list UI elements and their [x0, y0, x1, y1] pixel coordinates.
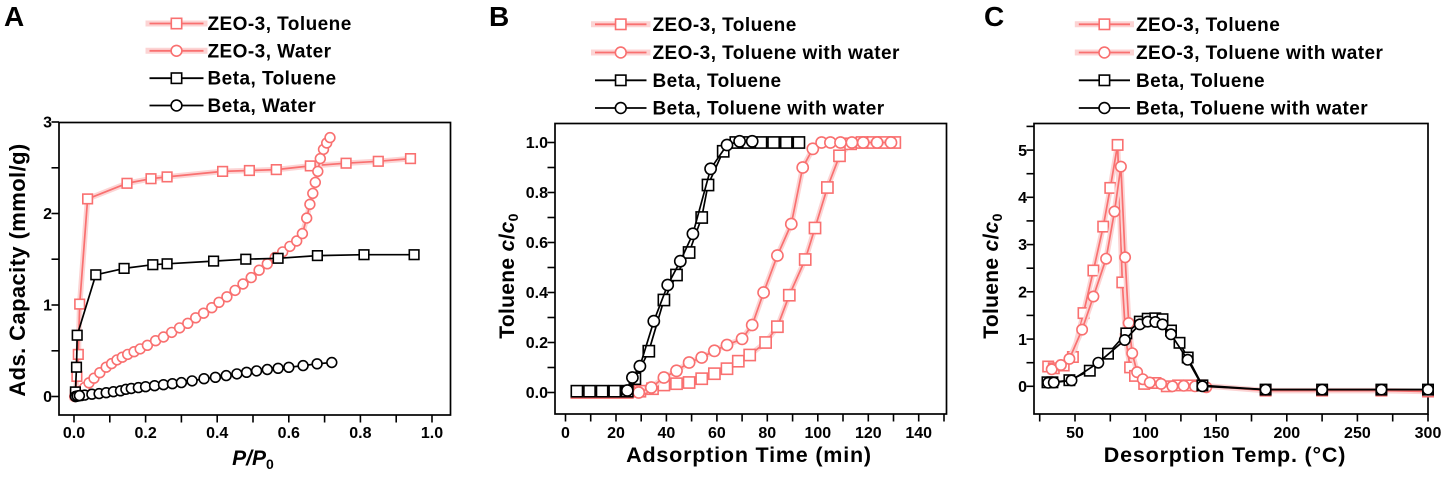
svg-text:2: 2	[1018, 285, 1027, 302]
svg-text:4: 4	[1018, 190, 1027, 207]
svg-text:Ads. Capacity (mmol/g): Ads. Capacity (mmol/g)	[5, 143, 30, 396]
svg-text:A: A	[4, 1, 24, 32]
svg-text:0.6: 0.6	[278, 425, 300, 442]
svg-text:250: 250	[1344, 425, 1371, 442]
svg-text:200: 200	[1273, 425, 1300, 442]
svg-text:Beta, Toluene with water: Beta, Toluene with water	[1136, 99, 1368, 120]
svg-text:60: 60	[708, 425, 726, 442]
svg-text:1: 1	[43, 298, 52, 315]
svg-text:Beta, Toluene with water: Beta, Toluene with water	[653, 99, 885, 120]
svg-text:3: 3	[43, 115, 52, 132]
svg-text:300: 300	[1415, 425, 1442, 442]
svg-text:140: 140	[905, 425, 932, 442]
svg-text:0.4: 0.4	[526, 285, 548, 302]
svg-text:Beta, Toluene: Beta, Toluene	[1136, 71, 1265, 92]
svg-text:0: 0	[561, 425, 570, 442]
svg-text:0: 0	[43, 389, 52, 406]
svg-text:0.4: 0.4	[206, 425, 228, 442]
svg-text:100: 100	[804, 425, 831, 442]
svg-text:ZEO-3, Toluene with water: ZEO-3, Toluene with water	[1136, 43, 1384, 64]
svg-text:40: 40	[658, 425, 676, 442]
svg-text:0.2: 0.2	[134, 425, 156, 442]
svg-text:150: 150	[1203, 425, 1230, 442]
svg-text:80: 80	[758, 425, 776, 442]
svg-text:Beta, Water: Beta, Water	[208, 96, 317, 117]
svg-text:0.8: 0.8	[349, 425, 371, 442]
svg-text:Adsorption Time (min): Adsorption Time (min)	[626, 443, 872, 467]
svg-text:Beta, Toluene: Beta, Toluene	[653, 71, 782, 92]
svg-text:20: 20	[607, 425, 625, 442]
svg-text:50: 50	[1066, 425, 1084, 442]
svg-text:100: 100	[1132, 425, 1159, 442]
svg-text:1.0: 1.0	[421, 425, 443, 442]
svg-text:Desorption Temp. (°C): Desorption Temp. (°C)	[1104, 443, 1346, 467]
svg-text:Toluene c/c0: Toluene c/c0	[980, 213, 1005, 338]
svg-text:1.0: 1.0	[526, 135, 548, 152]
svg-text:B: B	[489, 1, 509, 32]
svg-text:ZEO-3, Water: ZEO-3, Water	[208, 41, 332, 62]
svg-text:0.0: 0.0	[63, 425, 85, 442]
svg-text:120: 120	[855, 425, 882, 442]
svg-text:5: 5	[1018, 143, 1027, 160]
svg-text:ZEO-3, Toluene: ZEO-3, Toluene	[653, 15, 797, 36]
svg-text:3: 3	[1018, 237, 1027, 254]
svg-text:0.6: 0.6	[526, 235, 548, 252]
svg-text:Beta, Toluene: Beta, Toluene	[208, 69, 337, 90]
svg-text:0.0: 0.0	[526, 385, 548, 402]
svg-text:C: C	[984, 1, 1004, 32]
svg-text:Toluene c/c0: Toluene c/c0	[496, 213, 521, 338]
svg-text:ZEO-3, Toluene: ZEO-3, Toluene	[1136, 15, 1280, 36]
svg-text:2: 2	[43, 206, 52, 223]
svg-text:1: 1	[1018, 332, 1027, 349]
svg-text:0: 0	[1018, 379, 1027, 396]
svg-text:ZEO-3, Toluene: ZEO-3, Toluene	[208, 14, 352, 35]
svg-text:0.8: 0.8	[526, 185, 548, 202]
svg-text:ZEO-3, Toluene with water: ZEO-3, Toluene with water	[653, 43, 901, 64]
svg-text:0.2: 0.2	[526, 335, 548, 352]
